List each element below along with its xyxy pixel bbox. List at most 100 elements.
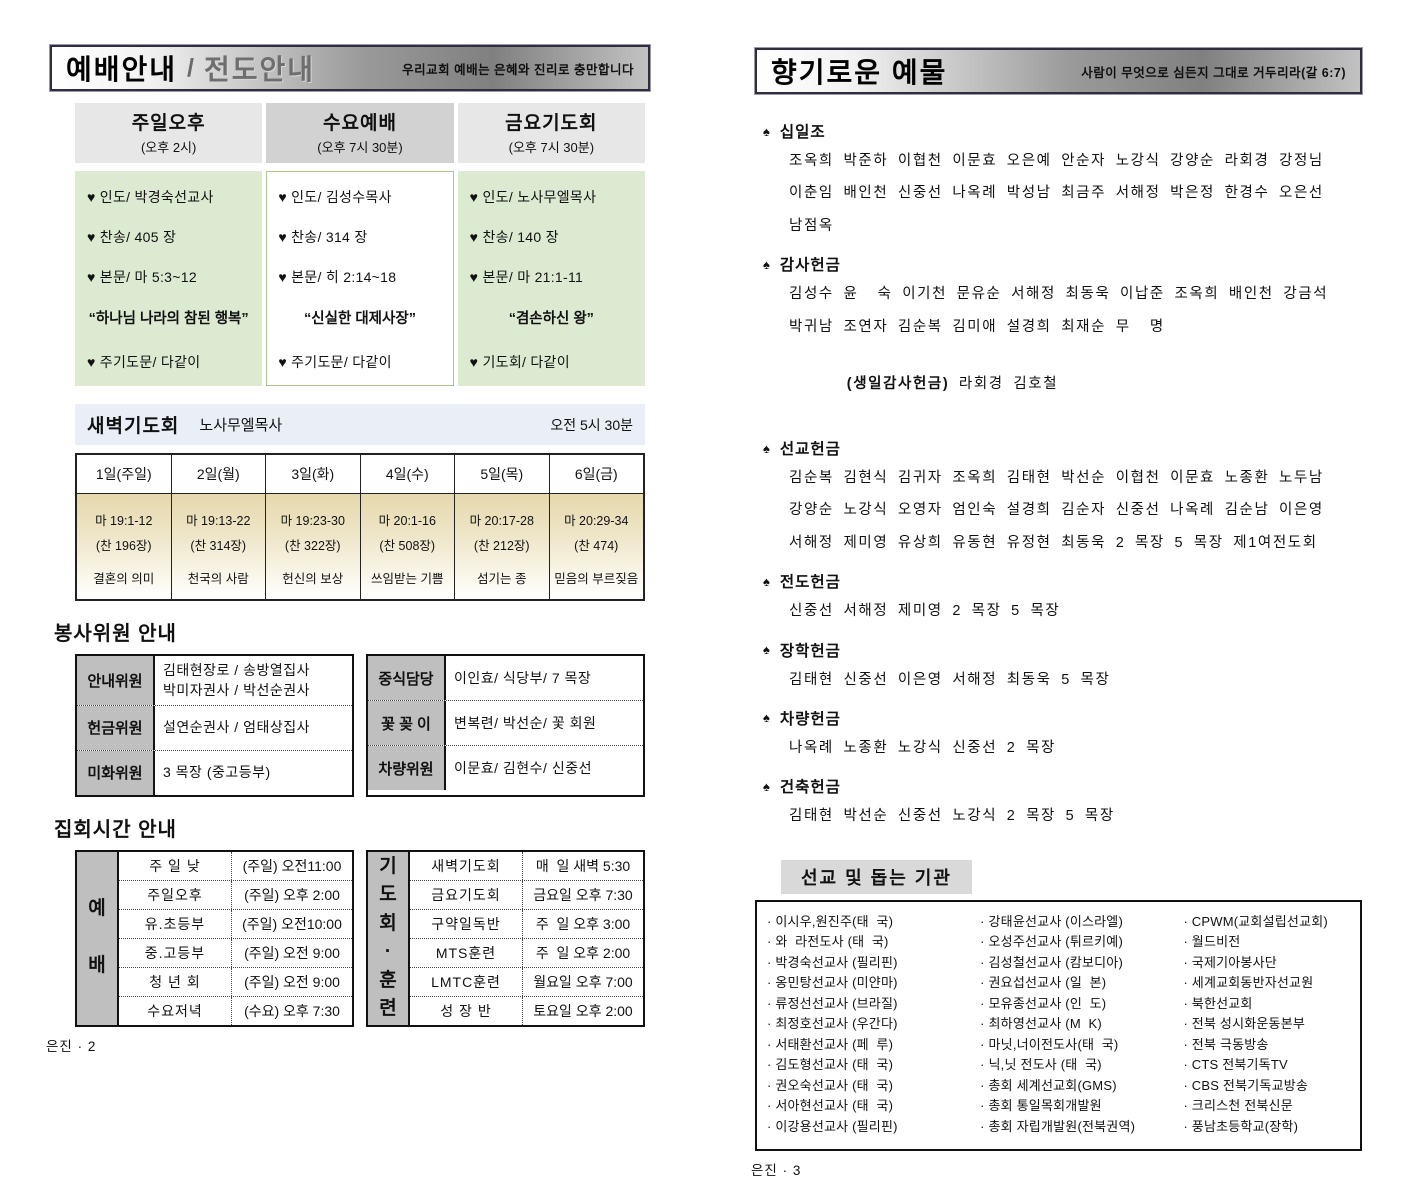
dawn-day-header: 6일(금) [574, 466, 618, 482]
service-hymn: ♥ 찬송/ 140 장 [469, 229, 559, 245]
table-row: LMTC훈련 월요일 오후 7:00 [410, 967, 643, 997]
table-row: 꽃 꽂 이 변복련/ 박선순/ 꽃 회원 [368, 701, 643, 746]
mission-item: 최하영선교사 (M K) [980, 1014, 1183, 1035]
mission-item: 박경숙선교사 (필리핀) [767, 953, 980, 974]
service-sermon-title: “하나님 나라의 참된 행복” [88, 311, 249, 327]
mission-item: 서태환선교사 (페 루) [767, 1035, 980, 1056]
offering-title: 건축헌금 [779, 779, 841, 797]
offering-names: 이춘임 배인천 신중선 나옥례 박성남 최금주 서해정 박은정 한경수 오은선 [789, 185, 1324, 202]
offering-names: 김성수 윤 숙 이기천 문유순 서해정 최동욱 이납준 조옥희 배인천 강금석 [789, 286, 1329, 303]
row-value: 이인효/ 식당부/ 7 목장 [454, 669, 592, 686]
table-row: 중.고등부 (주일) 오전 9:00 [119, 938, 352, 968]
mission-item: 와 라전도사 (태 국) [767, 932, 980, 953]
mission-item: 북한선교회 [1183, 994, 1352, 1015]
dawn-day-cell: 마 20:17-28 (찬 212장) 섬기는 종 [455, 494, 550, 599]
volunteer-table-right: 중식담당 이인효/ 식당부/ 7 목장 꽃 꽂 이 변복련/ 박선순/ 꽃 회원… [366, 654, 645, 797]
row-label: 안내위원 [77, 656, 155, 705]
offering-section-building: ♠ 건축헌금 김태현 박선순 신중선 노강식 2 목장 5 목장 [763, 775, 1362, 829]
service-hymn: ♥ 찬송/ 314 장 [278, 229, 368, 245]
service-scripture: ♥ 본문/ 히 2:14~18 [278, 269, 397, 285]
dawn-day-header: 3일(화) [266, 455, 361, 493]
spade-icon: ♠ [763, 440, 770, 456]
dawn-day-header: 4일(수) [361, 455, 455, 493]
worship-header-subtitle: 우리교회 예배는 은혜와 진리로 충만합니다 [402, 62, 634, 77]
row-value: 변복련/ 박선순/ 꽃 회원 [454, 714, 597, 731]
dawn-day-cell: 마 20:29-34 (찬 474) 믿음의 부르짖음 [554, 514, 639, 586]
table-row: 성 장 반 토요일 오후 2:00 [410, 996, 643, 1025]
dawn-day-header: 5일(목) [455, 455, 550, 493]
missions-section-heading: 선교 및 돕는 기관 [781, 859, 972, 894]
offering-names: 서해정 제미영 유상희 유동현 유정현 최동욱 2 목장 5 목장 제1여전도회 [789, 534, 1318, 551]
table-row: MTS훈련 주 일 오후 2:00 [410, 938, 643, 968]
service-sermon-title: “신실한 대제사장” [304, 311, 416, 327]
offering-title: 감사헌금 [779, 257, 841, 275]
mission-item: 류정선선교사 (브라질) [767, 994, 980, 1015]
mission-item: 오성주선교사 (튀르키예) [980, 932, 1183, 953]
mission-item: 마닛,너이전도사(태 국) [980, 1035, 1183, 1056]
missions-column-1: 이시우,원진주(태 국) 와 라전도사 (태 국) 박경숙선교사 (필리핀) 옹… [767, 912, 980, 1138]
offering-section-vehicle: ♠ 차량헌금 나옥례 노종환 노강식 신중선 2 목장 [763, 707, 1362, 761]
spade-icon: ♠ [763, 573, 770, 589]
offering-names: 김순복 김현식 김귀자 조옥희 김태현 박선순 이협천 이문효 노종환 노두남 [789, 470, 1324, 486]
missions-box: 이시우,원진주(태 국) 와 라전도사 (태 국) 박경숙선교사 (필리핀) 옹… [755, 899, 1362, 1152]
dawn-day-cell: 마 19:1-12 (찬 196장) 결혼의 의미 [77, 494, 172, 599]
dawn-day-cell: 마 19:23-30 (찬 322장) 헌신의 보상 [266, 494, 361, 599]
table-row: 금요기도회 금요일 오후 7:30 [410, 880, 643, 910]
offering-title: 차량헌금 [779, 710, 841, 728]
dawn-day-cell: 마 19:13-22 (찬 314장) 천국의 사람 [172, 494, 266, 599]
offering-names: 남점옥 [789, 217, 834, 234]
table-row: 중식담당 이인효/ 식당부/ 7 목장 [368, 656, 643, 701]
missions-column-2: 강태윤선교사 (이스라엘) 오성주선교사 (튀르키예) 김성철선교사 (캄보디아… [980, 912, 1183, 1138]
mission-item: CTS 전북기독TV [1183, 1055, 1352, 1076]
offering-section-mission: ♠ 선교헌금 김순복 김현식 김귀자 조옥희 김태현 박선순 이협천 이문효 노… [763, 437, 1362, 556]
service-column-sunday-afternoon: ♥ 인도/ 박경숙선교사 ♥ 찬송/ 405 장 ♥ 본문/ 마 5:3~12 … [75, 171, 263, 386]
mission-item: 이강용선교사 (필리핀) [767, 1117, 980, 1138]
spade-icon: ♠ [763, 778, 770, 794]
volunteer-tables: 안내위원 김태현장로 / 송방열집사 박미자권사 / 박선순권사 헌금위원 설연… [75, 654, 645, 797]
offering-names: 김태현 신중선 이은영 서해정 최동욱 5 목장 [789, 671, 1111, 688]
dawn-prayer-title: 새벽기도회 [87, 416, 180, 437]
bulletin-page-left: 예배안내 / 전도안내 우리교회 예배는 은혜와 진리로 충만합니다 주일오후 … [46, 44, 651, 1055]
row-label: 미화위원 [77, 750, 155, 795]
service-hymn: ♥ 찬송/ 405 장 [87, 229, 177, 245]
group-label-prayer-training: 기 도 회 · 훈 련 [368, 851, 410, 1025]
dawn-day-header: 2일(월) [172, 455, 266, 493]
service-header-friday: 금요기도회 (오후 7시 30분) [457, 103, 645, 163]
dawn-day-cell: 마 20:1-16 (찬 508장) 쓰임받는 기쁨 [361, 494, 455, 599]
service-scripture: ♥ 본문/ 마 21:1-11 [469, 269, 584, 285]
offering-names: 박귀남 조연자 김순복 김미애 설경희 최재순 무 명 [789, 318, 1165, 335]
page-number-right: 은진 · 3 [751, 1163, 802, 1179]
mission-item: 권오숙선교사 (태 국) [767, 1076, 980, 1097]
offering-section-scholarship: ♠ 장학헌금 김태현 신중선 이은영 서해정 최동욱 5 목장 [763, 639, 1362, 693]
spade-icon: ♠ [763, 256, 770, 272]
service-scripture: ♥ 본문/ 마 5:3~12 [87, 269, 197, 285]
table-row: 차량위원 이문효/ 김현수/ 신중선 [368, 746, 643, 790]
spade-icon: ♠ [763, 710, 770, 726]
service-leader: ♥ 인도/ 김성수목사 [278, 189, 392, 205]
group-label-worship: 예 배 [77, 851, 119, 1025]
evangelism-guide-title: 전도안내 [204, 54, 316, 85]
row-label: 차량위원 [368, 746, 446, 790]
dawn-table-header-row: 1일(주일) 2일(월) 3일(화) 4일(수) 5일(목) 6일(금) [77, 455, 643, 494]
mission-item: 세계교회동반자선교원 [1183, 973, 1352, 994]
mission-item: 이시우,원진주(태 국) [767, 912, 980, 933]
dawn-prayer-table: 1일(주일) 2일(월) 3일(화) 4일(수) 5일(목) 6일(금) 마 1… [75, 453, 645, 601]
service-closing: ♥ 주기도문/ 다같이 [87, 354, 201, 370]
dawn-prayer-pastor: 노사무엘목사 [199, 417, 283, 434]
missions-column-3: CPWM(교회설립선교회) 월드비전 국제기아봉사단 세계교회동반자선교원 북한… [1183, 912, 1352, 1138]
mission-item: 전북 극동방송 [1183, 1035, 1352, 1056]
row-label: 헌금위원 [77, 705, 155, 750]
volunteer-section-heading: 봉사위원 안내 [54, 623, 177, 645]
mission-item: 크리스천 전북신문 [1183, 1096, 1352, 1117]
mission-item: 모유종선교사 (인 도) [980, 994, 1183, 1015]
dawn-prayer-time: 오전 5시 30분 [550, 416, 633, 433]
dawn-prayer-bar: 새벽기도회 노사무엘목사 오전 5시 30분 [75, 404, 645, 445]
table-row: 수요저녁 (수요) 오후 7:30 [119, 996, 352, 1025]
row-label: 중식담당 [368, 656, 446, 700]
dawn-day-header: 1일(주일) [77, 455, 172, 493]
header-separator: / [187, 53, 194, 82]
service-column-wednesday: ♥ 인도/ 김성수목사 ♥ 찬송/ 314 장 ♥ 본문/ 히 2:14~18 … [266, 171, 454, 386]
mission-item: 총회 자립개발원(전북권역) [980, 1117, 1183, 1138]
volunteer-table-left: 안내위원 김태현장로 / 송방열집사 박미자권사 / 박선순권사 헌금위원 설연… [75, 654, 354, 797]
mission-item: 월드비전 [1183, 932, 1352, 953]
